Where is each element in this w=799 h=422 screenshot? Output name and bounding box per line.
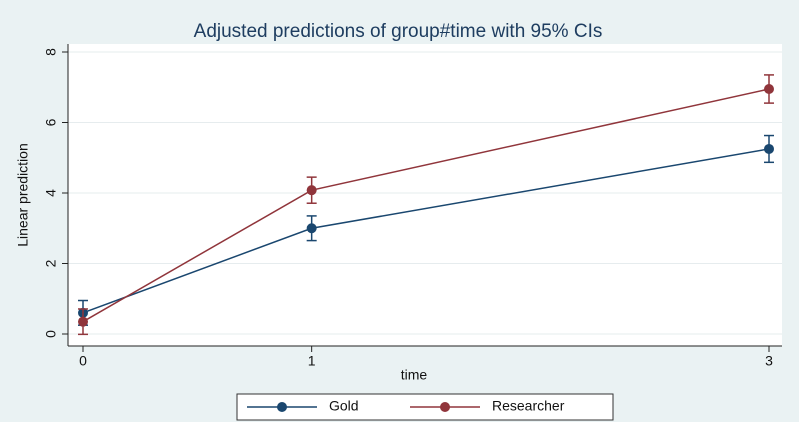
y-tick-label: 2 xyxy=(43,259,59,267)
x-axis-label: time xyxy=(401,367,428,383)
point xyxy=(764,84,774,94)
y-tick-label: 4 xyxy=(43,189,59,197)
plot-area xyxy=(68,44,782,346)
y-tick-label: 0 xyxy=(43,330,59,338)
legend-label: Researcher xyxy=(492,398,565,414)
point xyxy=(78,317,88,327)
x-tick-label: 0 xyxy=(79,353,87,369)
point xyxy=(307,223,317,233)
x-tick-label: 3 xyxy=(765,353,773,369)
legend-marker xyxy=(440,402,450,412)
y-tick-label: 8 xyxy=(43,48,59,56)
legend-marker xyxy=(277,402,287,412)
point xyxy=(764,144,774,154)
y-tick-label: 6 xyxy=(43,118,59,126)
point xyxy=(307,185,317,195)
chart-title: Adjusted predictions of group#time with … xyxy=(194,21,603,42)
chart: Adjusted predictions of group#time with … xyxy=(0,0,799,422)
x-tick-label: 1 xyxy=(308,353,316,369)
legend-label: Gold xyxy=(329,398,359,414)
y-axis-label: Linear prediction xyxy=(15,143,31,247)
